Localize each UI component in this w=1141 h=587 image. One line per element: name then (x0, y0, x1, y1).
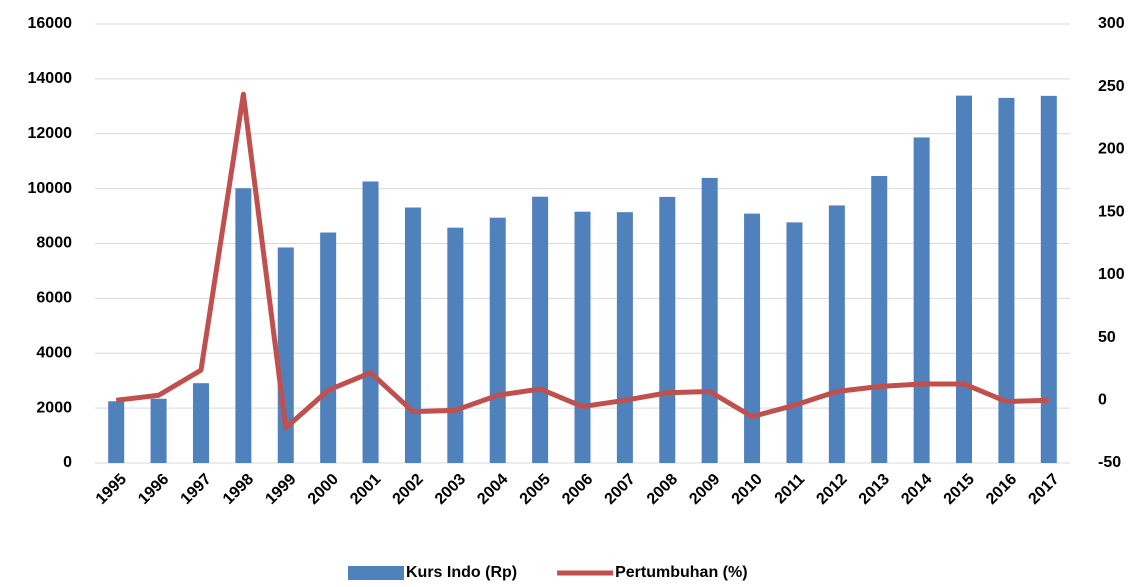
bar (235, 188, 252, 463)
x-tick-label: 2014 (898, 471, 935, 508)
x-tick-label: 2015 (941, 471, 978, 508)
bar (192, 383, 209, 463)
x-tick-label: 2009 (686, 471, 723, 508)
bar (998, 97, 1015, 463)
y2-tick-label: 100 (1098, 266, 1125, 283)
y-tick-label: 0 (63, 454, 72, 471)
bar (574, 211, 591, 463)
y2-tick-label: 50 (1098, 329, 1116, 346)
legend-swatch (348, 566, 404, 580)
x-tick-label: 2016 (983, 471, 1020, 508)
y-tick-label: 14000 (28, 70, 73, 87)
x-tick-label: 2008 (644, 471, 681, 508)
y-tick-label: 12000 (28, 125, 73, 142)
bar (150, 398, 167, 463)
y-tick-label: 16000 (28, 15, 73, 32)
bar (828, 205, 845, 463)
x-tick-label: 2013 (856, 471, 893, 508)
x-tick-label: 1998 (220, 471, 257, 508)
bar (108, 401, 125, 463)
bar (616, 212, 633, 463)
bar (277, 247, 294, 463)
x-tick-label: 2005 (517, 471, 554, 508)
bar (489, 217, 506, 463)
bar (447, 227, 464, 463)
x-tick-label: 2011 (772, 471, 809, 508)
x-tick-label: 1999 (262, 471, 299, 508)
bar (744, 213, 761, 463)
y2-tick-label: -50 (1098, 454, 1121, 471)
bar (871, 175, 888, 463)
y-tick-label: 10000 (28, 180, 73, 197)
bar (404, 207, 421, 463)
bar (913, 137, 930, 464)
y2-tick-label: 0 (1098, 392, 1107, 409)
bar (362, 181, 379, 463)
x-tick-label: 1996 (135, 471, 172, 508)
x-tick-label: 2000 (305, 471, 342, 508)
x-tick-label: 2003 (432, 471, 469, 508)
x-tick-label: 2012 (813, 471, 850, 508)
bar (1040, 95, 1057, 463)
x-tick-label: 2006 (559, 471, 596, 508)
x-tick-label: 2010 (729, 471, 766, 508)
bar (786, 222, 803, 463)
line (115, 91, 1049, 431)
bar (659, 196, 676, 464)
x-tick-label: 1997 (178, 471, 215, 508)
x-tick-label: 1995 (93, 471, 130, 508)
y-tick-label: 4000 (36, 344, 72, 361)
bar (532, 196, 549, 463)
y2-tick-label: 300 (1098, 15, 1125, 32)
y2-tick-label: 250 (1098, 78, 1125, 95)
x-tick-label: 2001 (347, 471, 384, 508)
bar (956, 95, 973, 463)
x-tick-label: 2002 (390, 471, 427, 508)
legend-label: Pertumbuhan (%) (615, 564, 747, 581)
y2-tick-label: 150 (1098, 203, 1125, 220)
x-tick-label: 2017 (1025, 471, 1062, 508)
x-tick-label: 2007 (602, 471, 639, 508)
y-tick-label: 8000 (36, 235, 72, 252)
bar (701, 177, 718, 463)
x-tick-label: 2004 (474, 471, 511, 508)
y-tick-label: 2000 (36, 399, 72, 416)
y-tick-label: 6000 (36, 290, 72, 307)
legend-label: Kurs Indo (Rp) (406, 564, 517, 581)
bar (320, 232, 337, 463)
y2-tick-label: 200 (1098, 141, 1125, 158)
